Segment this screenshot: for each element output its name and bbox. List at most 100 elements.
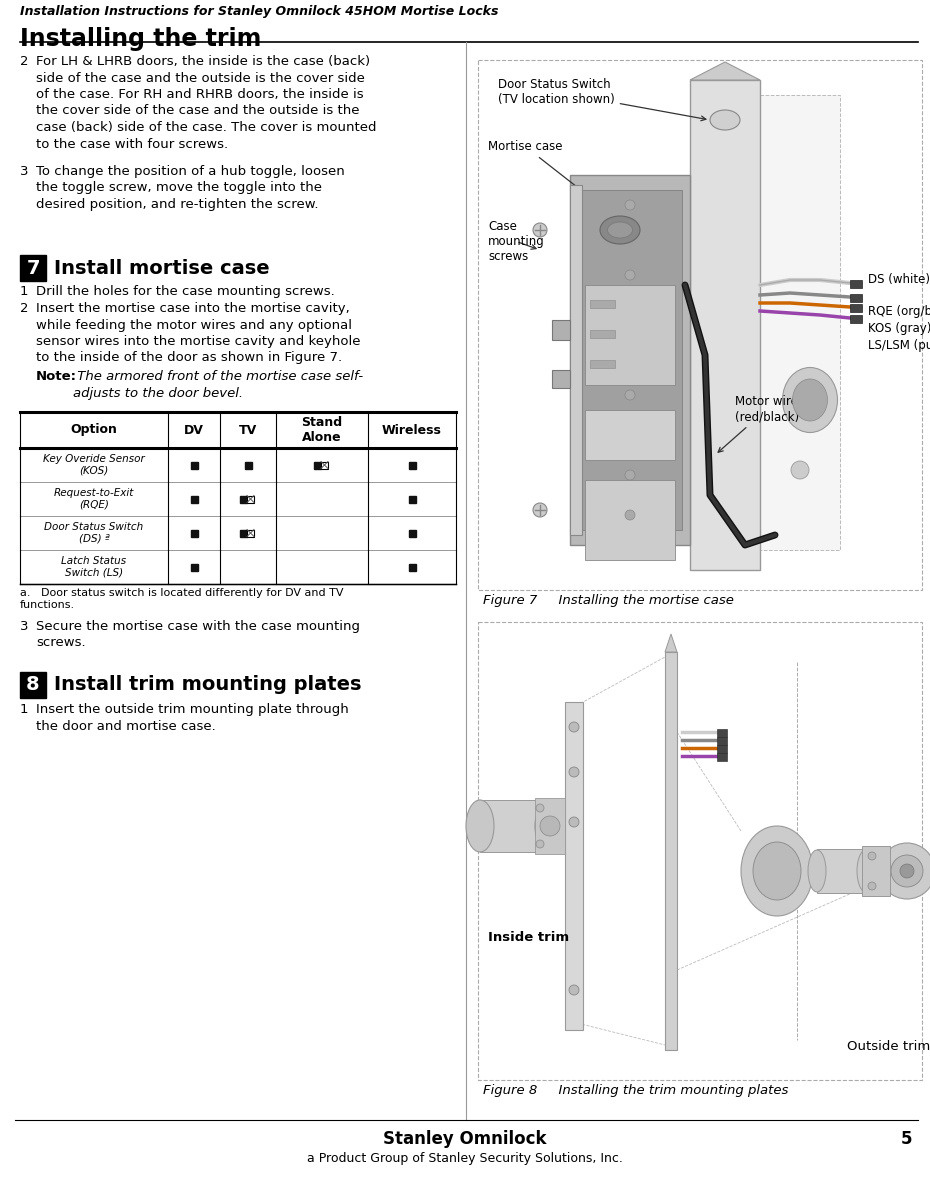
Bar [717,753,727,761]
Bar [191,563,197,570]
Text: Secure the mortise case with the case mounting
screws.: Secure the mortise case with the case mo… [36,621,360,649]
Polygon shape [665,634,677,651]
Text: Install trim mounting plates: Install trim mounting plates [54,675,362,694]
Circle shape [868,883,876,890]
Bar [590,330,615,338]
Text: DV: DV [184,424,204,436]
Ellipse shape [600,216,640,244]
Bar [247,530,254,536]
Ellipse shape [791,461,809,479]
Bar [408,461,416,468]
Text: DS (white): DS (white) [868,274,930,287]
Circle shape [900,863,914,878]
Text: Insert the outside trim mounting plate through
the door and mortise case.: Insert the outside trim mounting plate t… [36,703,349,732]
Ellipse shape [607,222,632,238]
Text: Figure 7     Installing the mortise case: Figure 7 Installing the mortise case [483,594,734,607]
Bar [570,185,582,535]
Text: 2: 2 [20,303,29,314]
Text: TV: TV [239,424,257,436]
Polygon shape [690,62,760,80]
Bar [585,480,675,560]
Ellipse shape [857,849,877,893]
Text: 8: 8 [26,675,40,694]
Bar [590,360,615,368]
Bar [552,370,570,388]
Bar [408,530,416,536]
Bar [191,530,197,536]
Circle shape [625,270,635,280]
Circle shape [569,985,579,994]
Bar [585,410,675,460]
Bar [191,495,197,503]
Text: Door Status Switch
(TV location shown): Door Status Switch (TV location shown) [498,77,706,120]
Bar [850,280,862,288]
Bar [717,746,727,753]
Bar [408,495,416,503]
Bar [240,530,247,536]
Bar [862,846,890,896]
Bar [850,314,862,323]
Circle shape [536,804,544,812]
Bar [665,651,677,1050]
Text: 3: 3 [20,166,29,177]
Text: Install mortise case: Install mortise case [54,258,270,278]
Circle shape [625,389,635,400]
Text: 2: 2 [20,55,29,68]
Circle shape [868,852,876,860]
Ellipse shape [466,800,494,852]
Ellipse shape [710,110,740,130]
Bar [478,60,922,590]
Ellipse shape [753,842,801,900]
Bar [585,285,675,385]
Text: Installation Instructions for Stanley Omnilock 45HOM Mortise Locks: Installation Instructions for Stanley Om… [20,5,498,18]
Text: Stand
Alone: Stand Alone [301,416,342,444]
Text: Insert the mortise case into the mortise cavity,
while feeding the motor wires a: Insert the mortise case into the mortise… [36,303,361,364]
Text: Note:: Note: [36,370,77,384]
Text: Option: Option [71,424,117,436]
Bar [850,304,862,312]
Text: 3: 3 [20,621,29,632]
Text: Outside trim: Outside trim [847,1040,930,1053]
Text: The armored front of the mortise case self-
adjusts to the door bevel.: The armored front of the mortise case se… [73,370,363,399]
Circle shape [536,840,544,848]
Circle shape [569,722,579,732]
Text: Key Overide Sensor
(KOS): Key Overide Sensor (KOS) [43,454,145,475]
Bar [690,80,760,570]
Bar [20,672,46,698]
Bar [717,729,727,737]
Text: Installing the trim: Installing the trim [20,27,261,51]
Text: RQE (org/brown)
KOS (gray)
LS/LSM (purple): RQE (org/brown) KOS (gray) LS/LSM (purpl… [868,305,930,353]
Text: 7: 7 [26,258,40,278]
Circle shape [625,200,635,210]
Text: Door Status Switch
(DS) ª: Door Status Switch (DS) ª [45,522,143,544]
Bar [590,300,615,308]
Bar [570,175,690,545]
Bar [20,255,46,281]
Text: Stanley Omnilock: Stanley Omnilock [383,1130,547,1148]
Circle shape [891,855,923,887]
Bar [850,294,862,303]
Bar [565,701,583,1030]
Bar [478,622,922,1080]
Text: Figure 8     Installing the trim mounting plates: Figure 8 Installing the trim mounting pl… [483,1084,789,1097]
Text: Mortise case: Mortise case [488,141,597,202]
Text: Drill the holes for the case mounting screws.: Drill the holes for the case mounting sc… [36,285,335,298]
Ellipse shape [741,827,813,916]
Bar [191,461,197,468]
Circle shape [533,503,547,517]
Bar [240,495,247,503]
Ellipse shape [782,368,838,432]
Text: Latch Status
Switch (LS): Latch Status Switch (LS) [61,556,126,578]
Circle shape [879,843,930,899]
Ellipse shape [792,379,828,420]
Text: Motor wire
(red/black): Motor wire (red/black) [718,395,799,453]
Bar [552,320,570,339]
Bar [245,461,251,468]
Bar [247,495,254,503]
Text: Inside trim: Inside trim [488,931,569,944]
Circle shape [569,767,579,777]
Text: 1: 1 [20,285,29,298]
Text: For LH & LHRB doors, the inside is the case (back)
side of the case and the outs: For LH & LHRB doors, the inside is the c… [36,55,377,150]
Circle shape [625,510,635,520]
Ellipse shape [808,850,826,892]
